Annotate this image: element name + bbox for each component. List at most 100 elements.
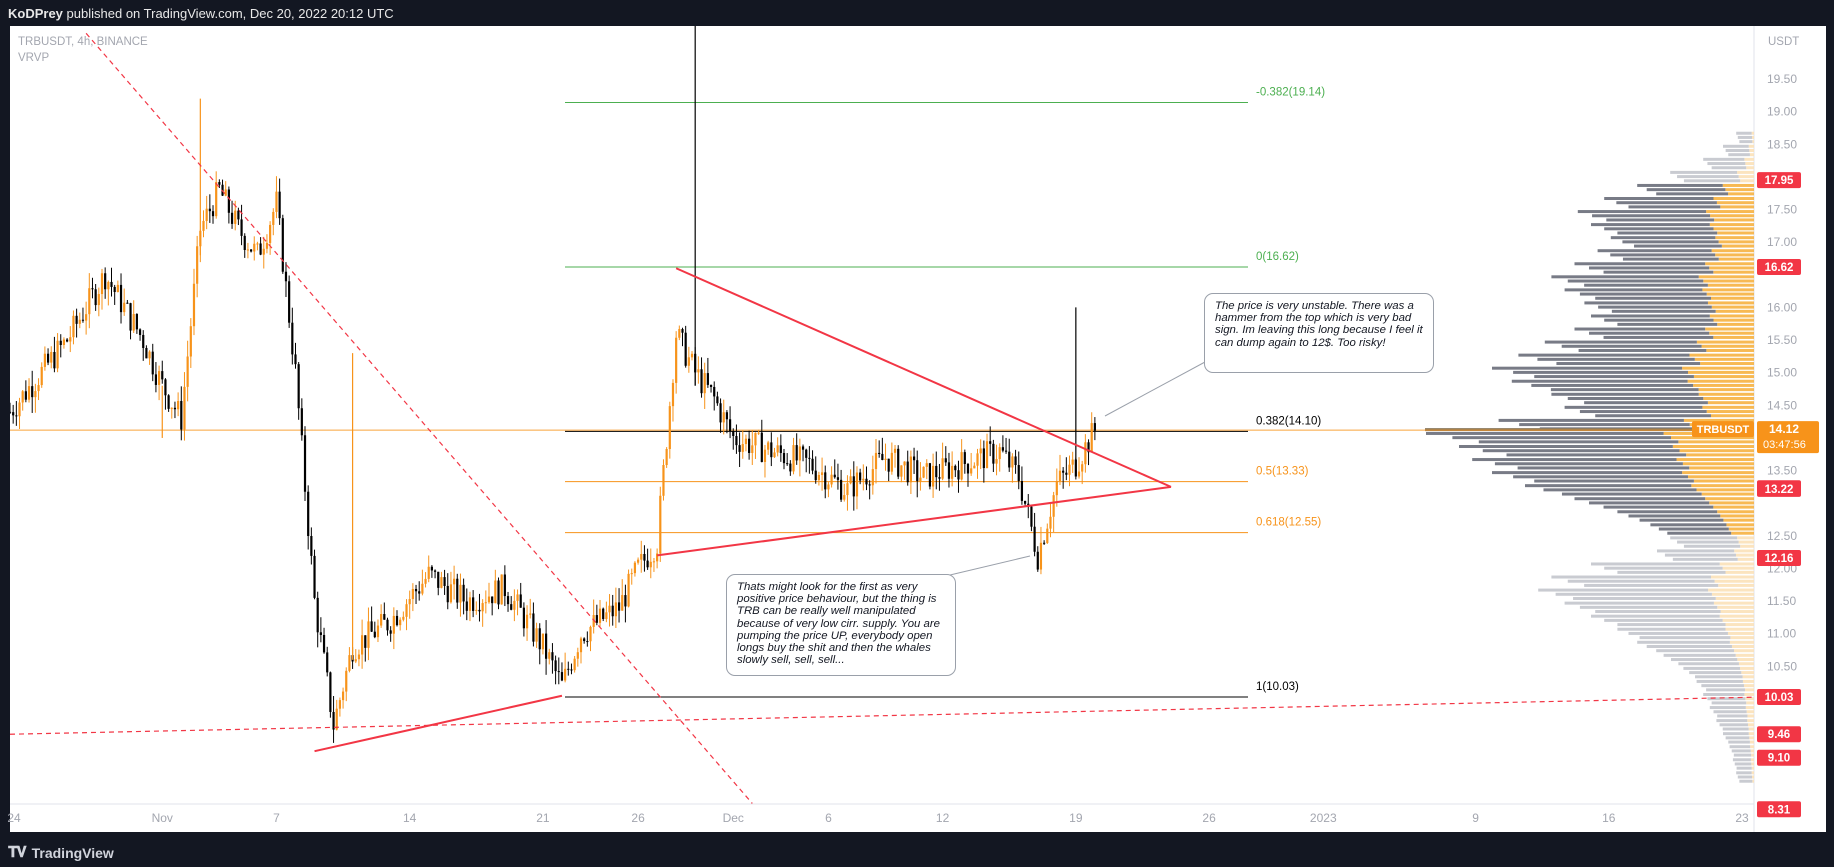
- candle-body: [820, 472, 824, 475]
- candle-body: [659, 495, 662, 554]
- vp-bar-up: [1714, 579, 1754, 583]
- candle-body: [782, 452, 786, 464]
- candles: [10, 26, 1096, 743]
- fib-label: -0.382(19.14): [1256, 86, 1325, 98]
- candle-body: [551, 652, 554, 661]
- candle-body: [725, 412, 729, 420]
- vp-bar-down: [1617, 510, 1718, 514]
- fib-label: 0(16.62): [1256, 251, 1299, 263]
- vp-bar-up: [1717, 510, 1754, 514]
- vp-bar-up: [1730, 636, 1754, 640]
- plot-area: -0.382(19.14) 0(16.62) 0.382(14.10) 0.5(13.…: [10, 26, 1754, 804]
- legend-symbol: TRBUSDT, 4h, BINANCE: [18, 36, 148, 48]
- candle-body: [272, 211, 275, 225]
- candle-body: [529, 613, 532, 615]
- candle-body: [1014, 456, 1017, 466]
- candle-body: [525, 614, 529, 629]
- candle-body: [94, 289, 97, 306]
- candle-body: [798, 446, 801, 461]
- vp-bar-up: [1703, 279, 1754, 283]
- vp-bar-down: [1584, 283, 1708, 287]
- trendline-triangle-lower: [656, 485, 1172, 557]
- candle-body: [386, 619, 389, 631]
- candle-body: [890, 452, 893, 472]
- candle-body: [215, 182, 218, 217]
- price-label-bg: [1757, 480, 1801, 497]
- candle-body: [234, 210, 237, 224]
- vp-bar-down: [1711, 166, 1747, 170]
- vp-bar-down: [1564, 405, 1703, 409]
- vp-bar-up: [1727, 631, 1754, 635]
- candle-body: [963, 452, 966, 464]
- vp-bar-up: [1713, 227, 1754, 231]
- price-label-text: 9.10: [1768, 753, 1790, 765]
- vp-bar-down: [1663, 653, 1736, 657]
- candle-body: [1065, 472, 1068, 475]
- vp-bar-up: [1749, 153, 1754, 157]
- candle-body: [919, 477, 922, 482]
- candle-body: [427, 566, 430, 579]
- candle-body: [1017, 465, 1020, 482]
- vp-bar-down: [1628, 631, 1728, 635]
- candle-body: [53, 351, 56, 369]
- vp-bar-down: [1616, 201, 1717, 205]
- candle-body: [395, 615, 399, 626]
- candle-body: [944, 458, 947, 463]
- x-tick-label: 9: [1472, 811, 1479, 825]
- candle-body: [1058, 470, 1062, 482]
- candle-body: [367, 621, 370, 648]
- candle-body: [709, 384, 713, 387]
- candle-body: [808, 457, 811, 459]
- author-name[interactable]: KoDPrey: [8, 6, 63, 21]
- vp-bar-down: [1707, 697, 1746, 701]
- candle-body: [735, 435, 738, 446]
- vp-bar-down: [1513, 370, 1688, 374]
- candle-body: [240, 219, 243, 236]
- candle-body: [1052, 495, 1055, 517]
- vp-bar-down: [1611, 309, 1716, 313]
- vp-bar-down: [1551, 392, 1699, 396]
- candle-body: [322, 634, 326, 653]
- candle-body: [757, 432, 760, 434]
- candle-body: [1071, 459, 1074, 465]
- vp-bar-down: [1617, 623, 1726, 627]
- vp-bar-up: [1687, 475, 1754, 479]
- candle-body: [770, 442, 773, 458]
- candle-body: [849, 476, 852, 484]
- footer-brand[interactable]: 𝐓𝐕 TradingView: [8, 844, 114, 861]
- vp-bar-up: [1737, 658, 1754, 662]
- candle-body: [985, 441, 989, 469]
- candle-body: [297, 364, 300, 409]
- x-tick-label: 14: [403, 811, 417, 825]
- candle-body: [690, 353, 694, 358]
- vp-bar-down: [1634, 244, 1722, 248]
- candle-body: [862, 478, 865, 481]
- trendline-rise-line: [314, 694, 563, 753]
- candle-body: [859, 472, 862, 481]
- vp-bar-up: [1740, 544, 1754, 548]
- candle-body: [313, 555, 316, 598]
- vp-bar-down: [1579, 292, 1707, 296]
- candle-body: [227, 189, 230, 213]
- candle-body: [665, 449, 668, 466]
- candle-body: [792, 445, 795, 472]
- vp-bar-down: [1728, 740, 1750, 744]
- vp-bar-down: [1650, 523, 1727, 527]
- candle-body: [640, 553, 643, 560]
- candle-body: [1084, 442, 1087, 465]
- candle-body: [855, 472, 859, 497]
- candle-body: [373, 631, 376, 638]
- candle-body: [675, 337, 678, 383]
- x-tick-label: 19: [1069, 811, 1083, 825]
- note-lower[interactable]: Thats might look for the first as very p…: [726, 574, 956, 676]
- vp-bar-down: [1517, 466, 1690, 470]
- vp-bar-up: [1713, 318, 1754, 322]
- note-upper[interactable]: The price is very unstable. There was a …: [1204, 293, 1434, 373]
- price-label-bg: [1757, 749, 1801, 766]
- vp-bar-up: [1720, 610, 1754, 614]
- candle-body: [786, 463, 789, 465]
- candle-body: [598, 608, 602, 623]
- candle-body: [656, 553, 659, 562]
- vp-bar-down: [1534, 479, 1694, 483]
